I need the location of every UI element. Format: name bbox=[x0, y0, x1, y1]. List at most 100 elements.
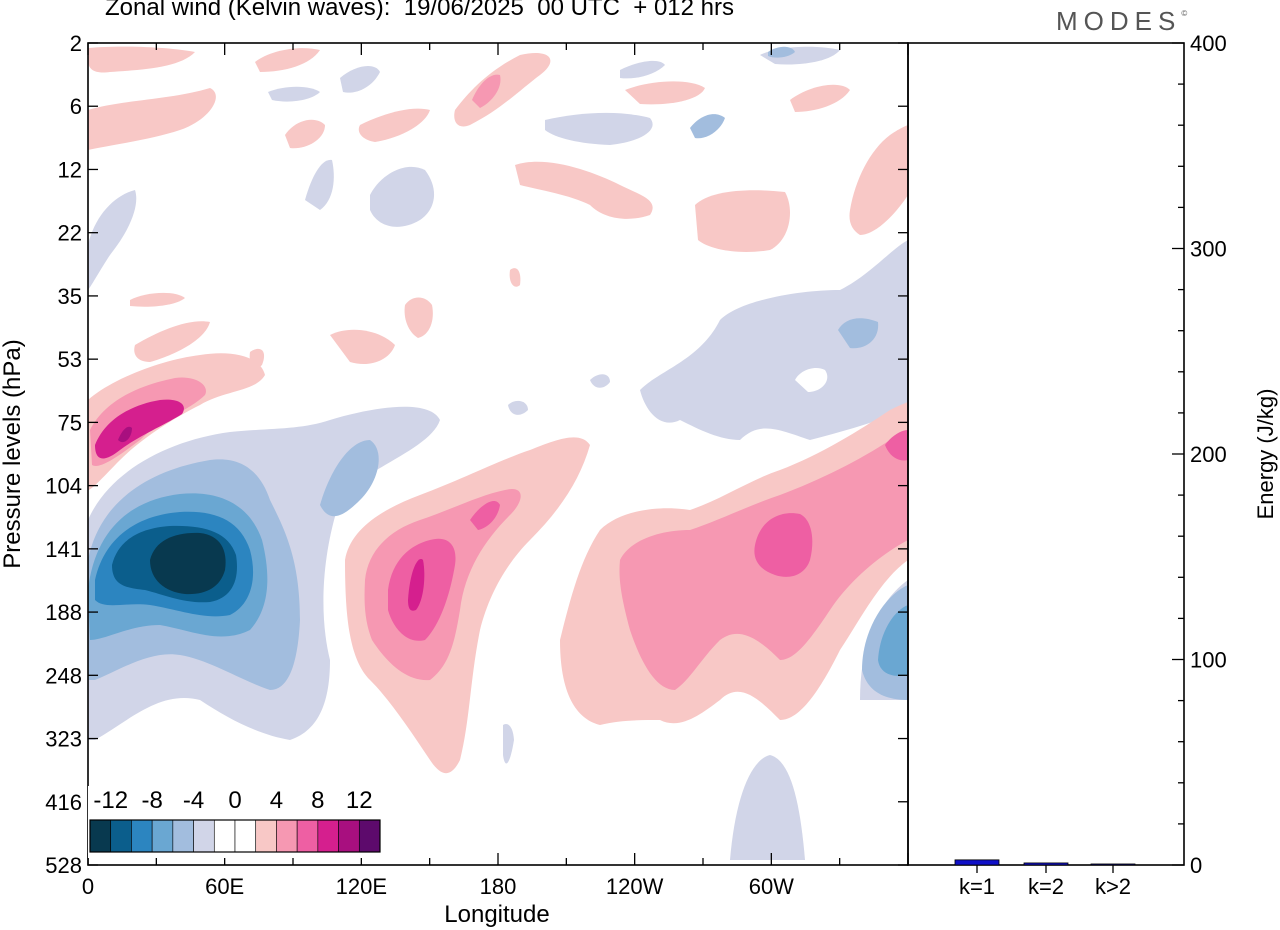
x-tick-label: 60W bbox=[749, 874, 794, 899]
y-tick-label: 141 bbox=[45, 537, 82, 562]
patch-pink-1 bbox=[88, 88, 216, 150]
contour-pos-12r bbox=[754, 513, 813, 577]
patch-white-1 bbox=[795, 368, 828, 392]
patch-blue-8 bbox=[768, 46, 795, 58]
wind-field bbox=[88, 46, 908, 860]
patch-pink-11 bbox=[625, 81, 705, 105]
colorbar-label: -4 bbox=[183, 787, 204, 814]
y-tick-label: 416 bbox=[45, 790, 82, 815]
contour-pos-4 bbox=[88, 353, 265, 490]
patch-blue-14 bbox=[838, 318, 879, 349]
colorbar-label: -12 bbox=[93, 787, 128, 814]
contour-neg-4c bbox=[640, 240, 908, 440]
colorbar-swatch bbox=[131, 819, 153, 853]
colorbar-swatch bbox=[234, 819, 257, 853]
colorbar-swatch bbox=[317, 819, 339, 853]
colorbar-swatch bbox=[296, 819, 319, 853]
patch-pink-10 bbox=[849, 125, 908, 235]
y-tick-label: 12 bbox=[58, 157, 82, 182]
logo-text: MODES bbox=[1056, 6, 1182, 36]
x-axis-label: Longitude bbox=[444, 901, 549, 928]
patch-blue-11 bbox=[590, 374, 610, 388]
colorbar-swatch bbox=[110, 819, 132, 853]
patch-blue-3 bbox=[268, 86, 320, 102]
colorbar-swatch bbox=[151, 819, 174, 853]
energy-bar bbox=[1023, 862, 1069, 866]
contour-pos-12m2 bbox=[470, 500, 500, 530]
colorbar-label: 8 bbox=[311, 787, 324, 814]
colorbar-label: 4 bbox=[270, 787, 283, 814]
patch-pink-3 bbox=[255, 48, 320, 72]
colorbar-label: 0 bbox=[228, 787, 241, 814]
energy-bar bbox=[1090, 863, 1136, 866]
contour-pos-16 bbox=[118, 426, 132, 443]
patch-blue-4 bbox=[340, 66, 380, 93]
colorbar: -12 -8 -4 0 4 8 12 bbox=[88, 786, 382, 858]
patch-pink-17 bbox=[249, 348, 265, 368]
patch-blue-1 bbox=[305, 159, 334, 210]
y-tick-label: 35 bbox=[58, 284, 82, 309]
colorbar-swatch bbox=[89, 819, 112, 853]
energy-bar bbox=[954, 859, 1000, 866]
patch-pink-16 bbox=[404, 297, 433, 338]
y-tick-label: 2 bbox=[70, 31, 82, 56]
x-axis: 0 60E 120E 180 120W 60W bbox=[82, 43, 909, 899]
colorbar-label: -8 bbox=[141, 787, 162, 814]
colorbar-label: 12 bbox=[346, 787, 373, 814]
patch-pink-13 bbox=[130, 292, 185, 307]
y-tick-label: 323 bbox=[45, 727, 82, 752]
energy-tick-label: 400 bbox=[1190, 31, 1227, 56]
patch-blue-13 bbox=[503, 723, 514, 764]
patch-blue-12 bbox=[508, 400, 528, 415]
x-tick-label: 120E bbox=[336, 874, 387, 899]
contour-neg-4b bbox=[730, 755, 805, 860]
energy-category-label: k=1 bbox=[959, 874, 995, 899]
patch-blue-9 bbox=[88, 190, 137, 290]
patch-pink-6 bbox=[285, 119, 325, 149]
colorbar-swatch bbox=[255, 819, 277, 853]
contour-pos-16m bbox=[408, 559, 425, 611]
patch-blue-5 bbox=[545, 112, 653, 145]
patch-blue-2 bbox=[370, 166, 435, 227]
y-tick-label: 188 bbox=[45, 600, 82, 625]
colorbar-swatch bbox=[338, 819, 360, 853]
patch-pink-8 bbox=[515, 161, 653, 219]
y-tick-label: 6 bbox=[70, 94, 82, 119]
y-tick-label: 75 bbox=[58, 410, 82, 435]
energy-tick-label: 0 bbox=[1190, 853, 1202, 878]
contour-neg-8b bbox=[320, 440, 379, 517]
contour-neg-12b bbox=[878, 605, 908, 677]
patch-pink-9 bbox=[695, 190, 790, 252]
modes-logo: MODES© bbox=[1056, 6, 1188, 36]
energy-category-label: k>2 bbox=[1095, 874, 1131, 899]
patch-pink-15 bbox=[330, 329, 395, 365]
contour-pos-4m bbox=[345, 437, 590, 774]
contour-pos-12r2 bbox=[885, 430, 908, 461]
colorbar-swatch bbox=[213, 819, 236, 853]
patch-blue-10 bbox=[620, 60, 665, 79]
contour-pos-12 bbox=[95, 399, 184, 459]
x-tick-label: 120W bbox=[606, 874, 664, 899]
energy-bars: k=1 k=2 k>2 bbox=[954, 859, 1136, 899]
colorbar-swatch bbox=[276, 819, 298, 853]
energy-axis-label: Energy (J/kg) bbox=[1253, 389, 1278, 520]
colorbar-swatch bbox=[193, 819, 215, 853]
patch-pink-4 bbox=[454, 52, 551, 127]
x-tick-label: 60E bbox=[205, 874, 244, 899]
energy-tick-label: 200 bbox=[1190, 442, 1227, 467]
energy-tick-label: 100 bbox=[1190, 648, 1227, 673]
chart-title: Zonal wind (Kelvin waves): 19/06/2025 00… bbox=[105, 0, 734, 21]
patch-blue-6 bbox=[690, 114, 725, 139]
energy-axis: 0 100 200 300 400 bbox=[1172, 31, 1227, 878]
patch-pink-2 bbox=[88, 46, 195, 73]
energy-category-label: k=2 bbox=[1028, 874, 1064, 899]
contour-neg-24 bbox=[150, 532, 226, 595]
y-tick-label: 104 bbox=[45, 474, 82, 499]
y-tick-label: 528 bbox=[45, 853, 82, 878]
x-tick-label: 0 bbox=[82, 874, 94, 899]
y-tick-label: 22 bbox=[58, 221, 82, 246]
patch-pink-12 bbox=[790, 84, 850, 112]
patch-pink-14 bbox=[134, 321, 210, 362]
x-tick-label: 180 bbox=[480, 874, 517, 899]
